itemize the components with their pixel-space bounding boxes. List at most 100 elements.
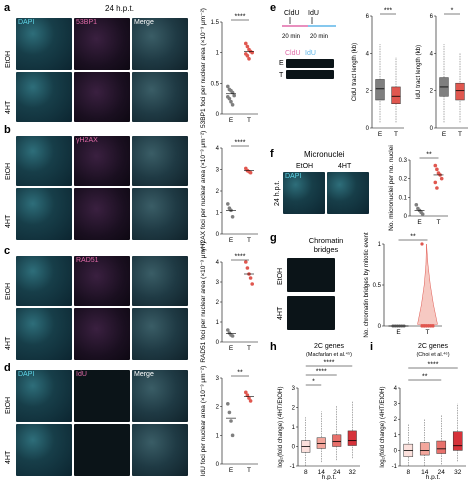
row-label-a-etoh: EtOH [5,50,12,68]
chart-f-ytick-label-0: 0 [404,214,408,220]
chart-i-ylabel: log₂(fold change) (4HT/EtOH) [379,386,386,467]
chart-d-xtick-label-1: T [247,467,251,474]
micrograph-a-merge-etoh [132,18,188,70]
chart-c-ytick-label-2: 2 [216,300,220,306]
row-label-b-etoh: EtOH [5,162,12,180]
row-label-b-4ht: 4HT [5,214,12,228]
chart-b-xtick-label-0: E [229,237,234,244]
chart-c-point-0-3 [230,334,235,338]
chart-i-xtick-label-3: 32 [454,469,462,476]
chart-b-ylabel: γH2AX foci per nuclear area (×10⁻³ μm⁻²) [200,131,207,252]
chart-g-point-0-4 [400,324,404,328]
chart-i-s1-sig-label: ** [422,374,428,381]
chart-d-ylabel: IdU foci per nuclear area (×10⁻³ μm⁻²) [200,366,207,477]
chart-b-sig-label: **** [235,140,246,147]
chart-a-point-0-0 [226,84,230,89]
chart-d-point-1-1 [245,393,250,398]
chart-f-ytick-label-1: 0.1 [399,195,408,201]
chart-h-box-1 [316,437,326,449]
chart-h-xtick-label-2: 24 [333,469,341,476]
chart-e1-box-0 [375,79,385,101]
chart-i-ytick-label-5: 4 [394,386,398,392]
chart-c-point-0-1 [227,331,232,335]
chart-h-ytick-label-0: -1 [290,464,296,470]
f-col-etoh: EtOH [296,163,314,170]
chart-a-ytick-label-0: 0 [216,112,220,118]
chart-h-s2-sig-label: **** [316,369,327,376]
chart-g-point-1-1 [422,324,426,328]
fiber-image-t [286,70,334,79]
chart-f-point-1-4 [439,176,444,181]
chart-d-point-0-3 [230,433,235,438]
chart-c-ylabel: RAD51 foci per nuclear area (×10⁻³ μm⁻²) [200,241,207,362]
chart-b-point-1-1 [245,168,250,173]
chart-g-point-1-5 [431,324,435,328]
chart-h-ytick-label-4: 3 [292,386,296,392]
chart-b-point-1-2 [247,169,251,174]
chart-b-point-0-2 [229,208,233,213]
pulse-label-idu: IdU [308,10,319,17]
chart-h-ylabel: log₂(fold change) (4HT/EtOH) [277,386,284,467]
chart-a-ytick-label-3: 1.5 [211,20,220,26]
chart-a-point-1-3 [248,49,253,54]
chart-c-point-1-0 [244,260,248,264]
chart-g-point-1-7 [422,324,426,328]
chart-e2-box-1 [455,82,465,101]
chart-g-ytick-label-2: 1 [378,242,382,248]
micrograph-b-dapi-etoh [16,136,72,186]
chart-a-point-0-2 [229,88,233,93]
chart-h-xtick-label-3: 32 [349,469,357,476]
micrograph-d-merge-etoh [132,370,188,422]
chart-h-ytick-label-1: 0 [292,445,296,451]
chart-i-ytick-label-1: 0 [394,448,398,454]
micrograph-c-dapi-4ht [16,308,72,360]
chart-f-xtick-label-1: T [437,219,441,226]
chart-e2-xtick-label-0: E [442,131,447,138]
micrograph-g-etoh [287,258,335,292]
micrograph-g-4ht [287,296,335,330]
panel-letter-f: f [270,148,274,160]
chart-g-point-1-6 [420,324,424,328]
chart-i-ytick-label-3: 2 [394,417,398,423]
chart-h-ytick-label-3: 2 [292,406,296,412]
panel-letter-e: e [270,2,277,14]
chart-i-xlabel: h.p.t. [426,474,441,480]
micrograph-a-53bp1-etoh [74,18,130,70]
chart-i-s2-sig-label: **** [428,362,439,369]
pulse-time-1: 20 min [282,34,300,40]
chart-b-ytick-label-3: 3 [216,168,220,174]
chart-g-point-1-0 [420,242,424,246]
chart-f-ylabel: No. micronuclei per no. nuclei [388,145,395,231]
chart-e1-xtick-label-0: E [378,131,383,138]
chart-f-point-0-3 [419,210,423,215]
chart-h-subtitle: (Macfarlan et al.⁴⁵) [306,351,352,358]
chart-d-point-1-2 [247,396,251,400]
chart-a-point-1-7 [247,57,251,61]
micrograph-a-merge-4ht [132,72,188,122]
f-col-4ht: 4HT [338,163,352,170]
chart-a-point-0-6 [227,96,232,101]
chart-a-ytick-label-2: 1 [216,51,220,57]
chart-f-point-0-0 [414,203,419,207]
chart-i-ytick-label-2: 1 [394,433,398,439]
pulse-time-2: 20 min [310,34,328,40]
chart-f-point-1-1 [435,167,439,172]
chart-d-sig-label: ** [237,370,243,377]
fiber-row-t: T [279,72,284,79]
panel-letter-b: b [4,124,11,136]
micrograph-a-53bp1-4ht [74,72,130,122]
chart-f-sig-label: ** [426,152,432,159]
chart-d-point-0-0 [226,402,230,406]
micrograph-d-dapi-etoh [16,370,72,422]
chart-a-ytick-label-1: 0.5 [211,81,220,87]
pulse-label-cldu: CldU [284,10,300,17]
panel-letter-i: i [370,341,374,353]
chart-a-point-0-7 [229,99,233,104]
chart-b-point-1-3 [248,170,253,175]
panel-letter-g: g [270,232,277,244]
chart-e1-box-1 [391,86,401,104]
channel-tag-b-gh2ax: γH2AX [76,137,98,144]
chart-f-xtick-label-0: E [417,219,422,226]
chart-g-ylabel: No. chromatin bridges by mitotic event [363,232,370,338]
panel-letter-a: a [4,2,11,14]
